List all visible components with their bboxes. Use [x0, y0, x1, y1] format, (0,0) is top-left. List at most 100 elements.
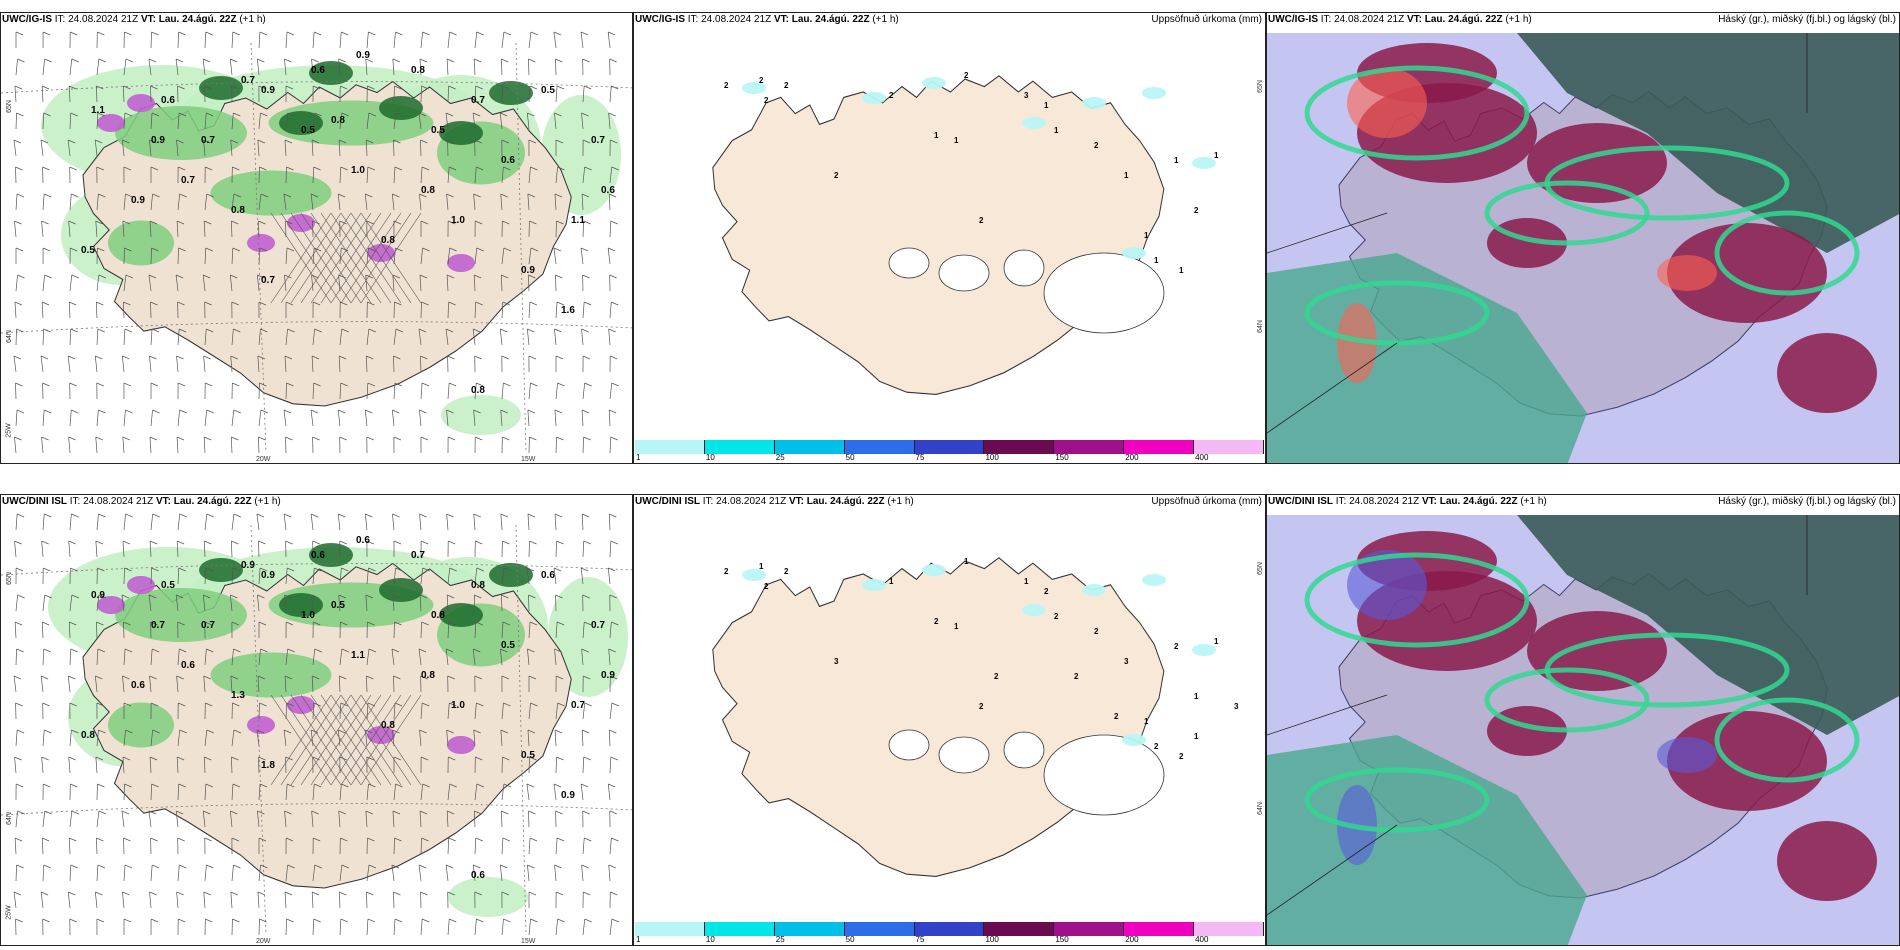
wind-barb	[501, 702, 504, 720]
wind-barb-flag	[204, 85, 212, 90]
wind-barb	[339, 783, 342, 801]
wind-barb-flag	[42, 702, 50, 707]
colorbar-label: 200	[1125, 453, 1139, 462]
wind-barb-flag	[42, 247, 51, 252]
precip-accum-label: 2	[1174, 642, 1179, 651]
wind-barb	[95, 436, 98, 454]
wind-barb-flag	[529, 85, 538, 90]
wind-barb-flag	[581, 648, 589, 653]
panel-accum-precip-top: UWC/IG-IS IT: 24.08.2024 21Z VT: Lau. 24…	[633, 12, 1266, 464]
wind-barb-flag	[610, 891, 618, 896]
precip-value-label: 0.6	[501, 155, 515, 166]
precip-accum-area	[1192, 644, 1216, 656]
wind-barb	[258, 220, 260, 238]
wind-barb-flag	[528, 891, 537, 896]
panel-title: UWC/IG-IS IT: 24.08.2024 21Z VT: Lau. 24…	[635, 14, 899, 25]
wind-barb	[41, 301, 44, 319]
wind-barb-flag	[528, 594, 536, 599]
wind-barb	[176, 891, 179, 909]
wind-barb	[445, 112, 449, 130]
wind-barb-flag	[529, 756, 537, 761]
wind-barb	[555, 702, 559, 720]
wind-barb-flag	[419, 193, 427, 198]
wind-barb	[312, 702, 315, 720]
wind-barb-flag	[446, 864, 454, 869]
wind-barb-flag	[338, 513, 346, 518]
wind-barb-flag	[393, 540, 402, 545]
wind-barb	[283, 193, 287, 211]
wind-barb	[392, 810, 395, 828]
colorbar-swatch	[1124, 922, 1195, 936]
wind-barb-flag	[233, 112, 241, 117]
wind-barb-flag	[257, 274, 265, 279]
wind-barb-flag	[95, 220, 103, 225]
wind-barb-flag	[314, 567, 322, 572]
wind-barb-flag	[503, 702, 511, 707]
wind-barb-flag	[287, 567, 295, 572]
wind-barb-flag	[340, 382, 348, 387]
precip-accum-label: 1	[1174, 156, 1179, 165]
wind-barb	[420, 139, 422, 157]
wind-barb	[95, 220, 98, 238]
wind-barb	[366, 702, 369, 720]
wind-barb	[231, 31, 234, 49]
wind-barb-flag	[610, 436, 618, 441]
wind-barb-flag	[284, 675, 293, 680]
wind-barb-flag	[17, 513, 25, 518]
wind-barb	[581, 193, 584, 211]
wind-barb	[15, 193, 18, 211]
wind-barb-flag	[257, 810, 265, 815]
wind-barb-flag	[232, 783, 241, 788]
wind-barb	[580, 783, 584, 801]
map-wind-precip-top[interactable]: 0.90.70.60.70.50.80.91.00.81.10.70.60.50…	[1, 13, 633, 464]
wind-barb	[177, 648, 180, 666]
wind-barb-flag	[609, 594, 617, 599]
precip-value-label: 0.8	[81, 730, 95, 741]
wind-barb	[473, 810, 476, 828]
wind-barb-flag	[313, 382, 321, 387]
wind-barb	[555, 436, 557, 454]
wind-barb-flag	[610, 540, 618, 545]
wind-barb	[96, 864, 99, 882]
wind-barb-flag	[205, 783, 213, 788]
wind-barb	[177, 328, 180, 346]
precip-accum-area	[1142, 87, 1166, 99]
wind-barb-flag	[230, 675, 238, 680]
wind-barb	[474, 702, 477, 720]
wind-barb-flag	[204, 756, 212, 761]
wind-barb-flag	[366, 220, 374, 225]
wind-barb-flag	[395, 112, 404, 117]
map-clouds-bottom[interactable]	[1267, 495, 1900, 946]
wind-barb-flag	[284, 139, 293, 144]
map-clouds-top[interactable]	[1267, 13, 1900, 464]
wind-barb	[284, 58, 287, 76]
wind-barb-flag	[71, 729, 79, 734]
wind-barb-flag	[392, 810, 401, 815]
wind-barb	[231, 409, 235, 427]
map-wind-precip-bottom[interactable]: 0.60.80.50.91.00.70.61.10.80.90.70.50.60…	[1, 495, 633, 946]
wind-barb	[312, 31, 315, 49]
wind-barb	[366, 675, 368, 693]
wind-barb	[150, 328, 153, 346]
wind-barb-flag	[341, 783, 349, 788]
wind-barb-flag	[314, 112, 322, 117]
wind-barb-flag	[95, 540, 103, 545]
wind-barb-flag	[476, 567, 484, 572]
wind-barb	[123, 328, 126, 346]
wind-barb	[177, 783, 180, 801]
wind-barb-flag	[583, 540, 591, 545]
longitude-line	[515, 42, 527, 454]
wind-barb-flag	[178, 31, 186, 36]
latitude-line	[1, 321, 632, 334]
wind-barb-flag	[474, 594, 482, 599]
wind-barb	[95, 756, 98, 774]
precip-accum-area	[1122, 247, 1146, 259]
iceland-landmass	[712, 75, 1165, 395]
wind-barb-flag	[610, 756, 618, 761]
wind-barb	[420, 621, 422, 639]
wind-barb	[121, 139, 125, 157]
wind-barb-flag	[527, 729, 536, 734]
wind-barb	[528, 31, 532, 49]
